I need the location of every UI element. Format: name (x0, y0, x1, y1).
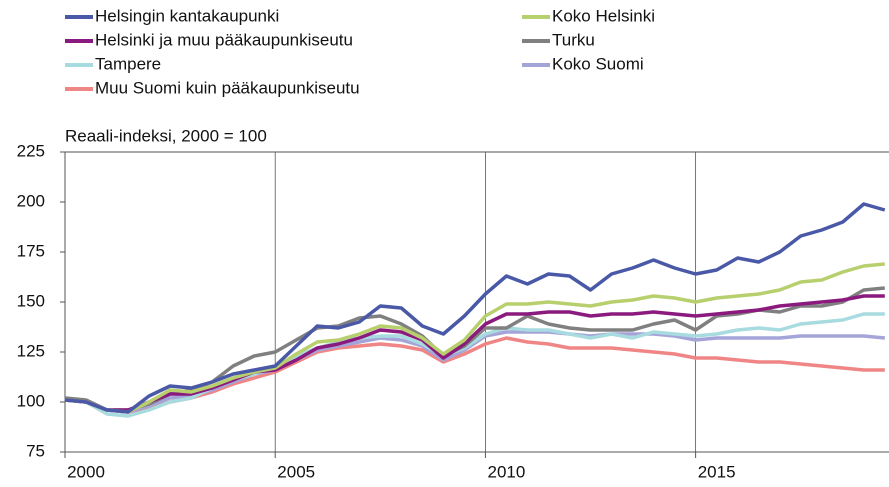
series-line (64, 336, 885, 414)
legend-label: Turku (552, 30, 595, 49)
legend-label: Tampere (95, 54, 161, 73)
y-tick-label: 175 (17, 241, 45, 260)
y-tick-label: 100 (17, 391, 45, 410)
subtitle: Reaali-indeksi, 2000 = 100 (65, 126, 267, 145)
legend-label: Koko Suomi (552, 54, 644, 73)
y-tick-label: 75 (26, 441, 45, 460)
x-tick-label: 2010 (488, 462, 526, 481)
y-tick-label: 225 (17, 141, 45, 160)
legend-label: Koko Helsinki (552, 6, 655, 25)
series-line (64, 262, 885, 414)
series-line (64, 202, 886, 414)
x-tick-label: 2005 (277, 462, 315, 481)
legend-label: Muu Suomi kuin pääkaupunkiseutu (95, 78, 360, 97)
legend-label: Helsingin kantakaupunki (95, 6, 279, 25)
x-tick-label: 2000 (67, 462, 105, 481)
legend-label: Helsinki ja muu pääkaupunkiseutu (95, 30, 353, 49)
x-tick-label: 2015 (698, 462, 736, 481)
y-tick-label: 125 (17, 341, 45, 360)
y-tick-label: 150 (17, 291, 45, 310)
y-tick-label: 200 (17, 191, 45, 210)
series-line (64, 294, 885, 412)
series-line (64, 312, 885, 418)
